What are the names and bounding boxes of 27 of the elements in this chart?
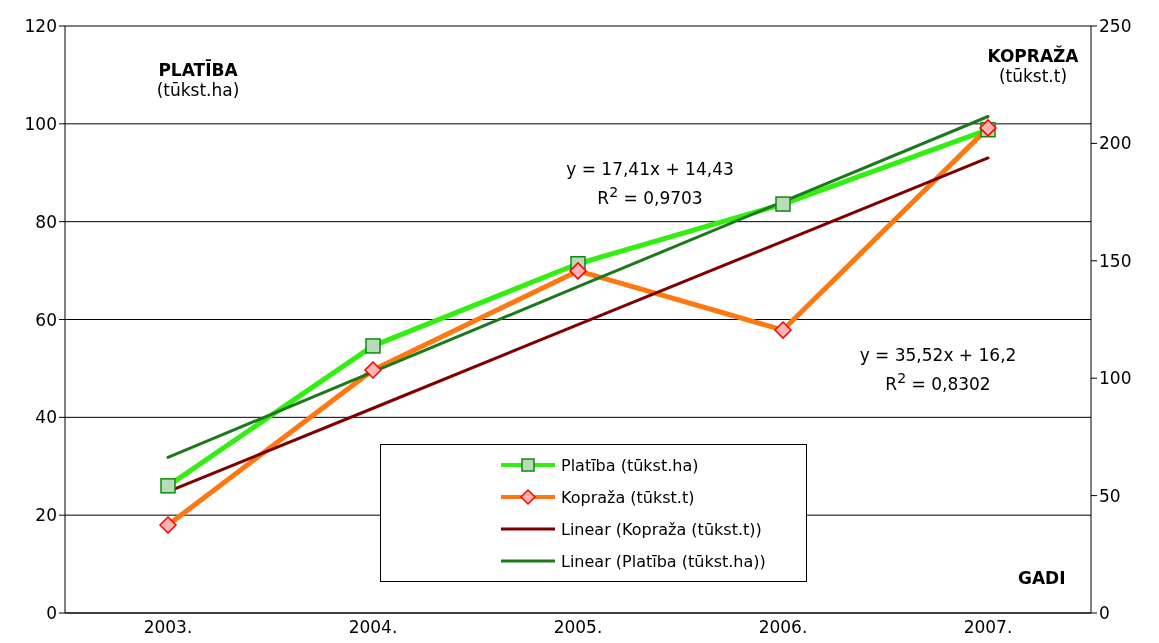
x-tick-label: 2004. <box>348 617 398 638</box>
y2-tick-label: 250 <box>1099 16 1132 37</box>
y-axis-title: PLATĪBA (tūkst.ha) <box>155 60 241 100</box>
legend-label: Kopraža (tūkst.t) <box>561 487 695 507</box>
y-tick-label: 0 <box>46 603 57 624</box>
y-tick-label: 120 <box>24 16 57 37</box>
annotation: y = 17,41x + 14,43 R$^{2}$ = 0,9703 <box>565 158 735 210</box>
y-tick-label: 80 <box>35 211 57 232</box>
y2-tick-label: 200 <box>1099 133 1132 154</box>
y2-tick-label: 50 <box>1099 485 1121 506</box>
annotation: y = 35,52x + 16,2 R$^{2}$ = 0,8302 <box>858 344 1018 396</box>
legend-label: Platība (tūkst.ha) <box>561 455 699 475</box>
y-tick-label: 100 <box>24 113 57 134</box>
x-tick-label: 2006. <box>758 617 808 638</box>
x-tick-label: 2005. <box>553 617 603 638</box>
legend-label: Linear (Platība (tūkst.ha)) <box>561 551 766 571</box>
x-tick-label: 2003. <box>143 617 193 638</box>
legend-label: Linear (Kopraža (tūkst.t)) <box>561 519 762 539</box>
y2-tick-label: 150 <box>1099 250 1132 271</box>
y-tick-label: 60 <box>35 309 57 330</box>
y2-axis-title: KOPRAŽA (tūkst.t) <box>986 46 1080 86</box>
y-tick-label: 20 <box>35 505 57 526</box>
x-axis-title: GADI <box>1018 568 1066 588</box>
y2-tick-label: 0 <box>1099 603 1110 624</box>
y2-tick-label: 100 <box>1099 368 1132 389</box>
x-tick-label: 2007. <box>963 617 1013 638</box>
y-tick-label: 40 <box>35 407 57 428</box>
